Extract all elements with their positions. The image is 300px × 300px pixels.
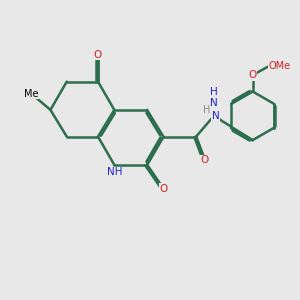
Text: H
N: H N <box>210 87 218 108</box>
Text: O: O <box>94 50 102 60</box>
Text: O: O <box>248 70 257 80</box>
Text: O: O <box>201 155 209 165</box>
Text: H: H <box>203 106 210 116</box>
Text: OMe: OMe <box>269 61 291 71</box>
Text: N: N <box>212 111 219 121</box>
Text: NH: NH <box>106 167 122 177</box>
Text: Me: Me <box>24 88 38 98</box>
Text: O: O <box>159 184 167 194</box>
